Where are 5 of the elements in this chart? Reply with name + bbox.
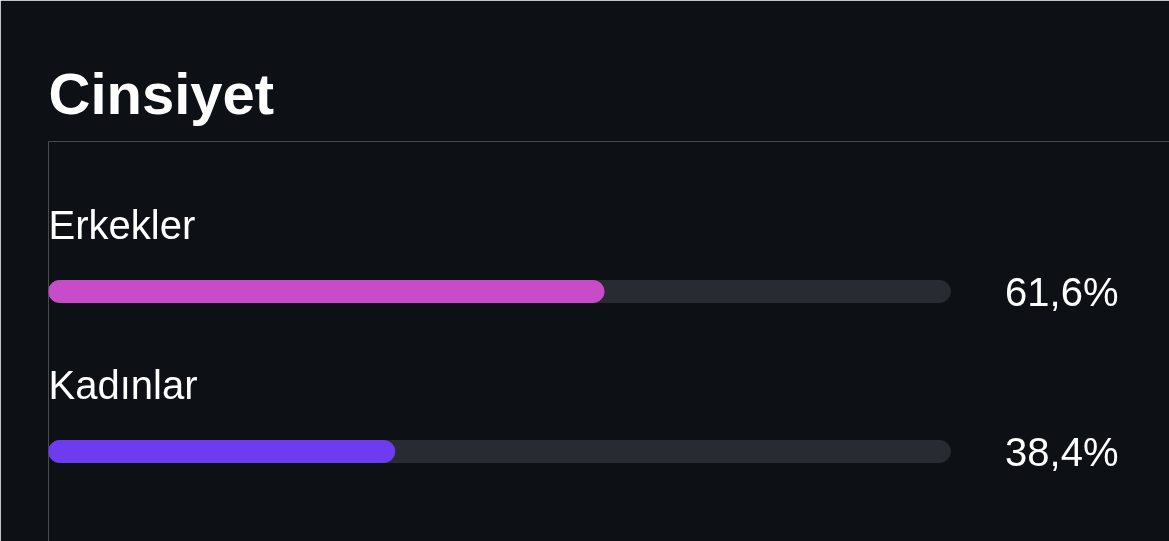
data-label: 61,6% bbox=[1005, 269, 1119, 314]
y-tick-label: Kadınlar bbox=[48, 362, 198, 407]
y-tick-label: Erkekler bbox=[48, 202, 196, 247]
chart-title: Cinsiyet bbox=[48, 60, 275, 126]
data-label: 38,4% bbox=[1005, 429, 1119, 474]
